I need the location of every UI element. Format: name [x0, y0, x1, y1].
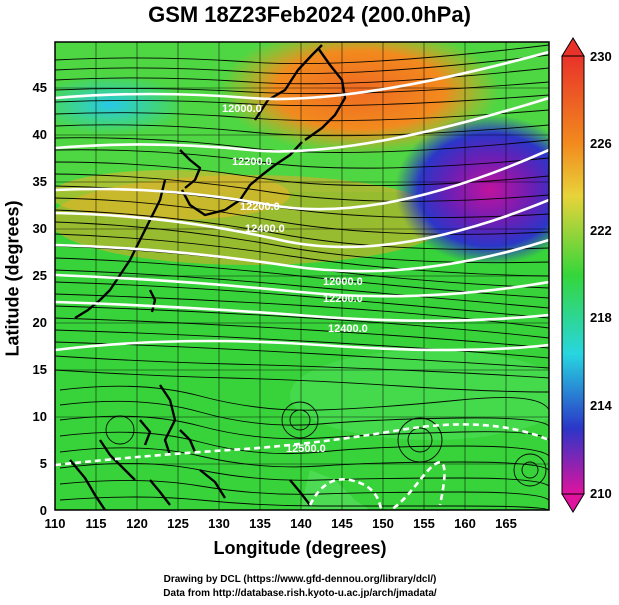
contour-label: 12200.0: [240, 201, 280, 213]
contour-line: [55, 300, 549, 323]
contour-line: [55, 96, 549, 153]
y-tick-label: 25: [33, 268, 47, 283]
y-tick-label: 15: [33, 362, 47, 377]
x-tick-label: 135: [249, 516, 271, 531]
streamlines: [55, 44, 549, 510]
y-tick-label: 10: [33, 409, 47, 424]
y-tick-label: 0: [40, 503, 47, 518]
colorbar: 230 226 222 218 214 210: [561, 37, 612, 513]
x-ticks: 110 115 120 125 130 135 140 145 150 155 …: [45, 516, 517, 531]
colorbar-top-arrow: [561, 37, 585, 57]
colorbar-gradient: [561, 55, 585, 495]
y-ticks: 0 5 10 15 20 25 30 35 40 45: [33, 80, 47, 518]
contour-line: [55, 148, 549, 211]
x-tick-label: 160: [454, 516, 476, 531]
y-tick-label: 20: [33, 315, 47, 330]
contour-label: 12400.0: [245, 223, 285, 235]
colorbar-tick-label: 226: [590, 136, 612, 151]
contour-label: 12200.0: [232, 156, 272, 168]
cyan-region: [55, 75, 185, 135]
x-tick-label: 165: [495, 516, 517, 531]
x-axis-label: Longitude (degrees): [213, 538, 387, 558]
blue-low-region: [395, 115, 549, 265]
y-tick-label: 5: [40, 456, 47, 471]
x-tick-label: 110: [45, 516, 66, 531]
x-tick-label: 130: [208, 516, 230, 531]
x-tick-label: 125: [167, 516, 189, 531]
plot-frame: [54, 41, 550, 511]
credit-data-source: Data from http://database.rish.kyoto-u.a…: [163, 588, 437, 599]
contour-label: 12200.0: [323, 293, 363, 305]
x-tick-label: 140: [290, 516, 312, 531]
grid: [55, 42, 549, 510]
contour-line: [55, 238, 549, 273]
x-tick-label: 150: [372, 516, 394, 531]
y-tick-label: 40: [33, 127, 47, 142]
contour-label: 12500.0: [286, 443, 326, 455]
y-axis-label: Latitude (degrees): [2, 200, 23, 357]
x-tick-label: 155: [413, 516, 435, 531]
colorbar-tick-label: 210: [590, 486, 612, 501]
map-field: 12000.0 12200.0 12200.0 12400.0 12000.0 …: [55, 42, 549, 510]
y-tick-label: 30: [33, 221, 47, 236]
x-tick-label: 115: [86, 516, 107, 531]
colorbar-tick-label: 214: [590, 398, 612, 413]
contour-line: [55, 198, 549, 249]
credit-drawing: Drawing by DCL (https://www.gfd-dennou.o…: [163, 574, 437, 585]
height-contours: [55, 50, 549, 510]
contour-labels: 12000.0 12200.0 12200.0 12400.0 12000.0 …: [222, 103, 368, 455]
contour-label: 12400.0: [328, 323, 368, 335]
chart-title: GSM 18Z23Feb2024 (200.0hPa): [148, 2, 471, 27]
y-tick-label: 35: [33, 174, 47, 189]
contour-line: [55, 50, 549, 101]
contour-line: [55, 339, 549, 352]
contour-line: [308, 461, 446, 510]
colorbar-tick-label: 218: [590, 310, 612, 325]
colorbar-tick-label: 222: [590, 223, 612, 238]
colorbar-bottom-arrow: [561, 493, 585, 513]
y-tick-label: 45: [33, 80, 47, 95]
contour-line: [55, 273, 549, 298]
contour-label: 12000.0: [222, 103, 262, 115]
orange-high-region: [220, 42, 500, 155]
contour-line: [55, 423, 549, 467]
x-tick-label: 120: [126, 516, 148, 531]
x-tick-label: 145: [331, 516, 353, 531]
contour-label: 12000.0: [323, 276, 363, 288]
colorbar-tick-label: 230: [590, 49, 612, 64]
